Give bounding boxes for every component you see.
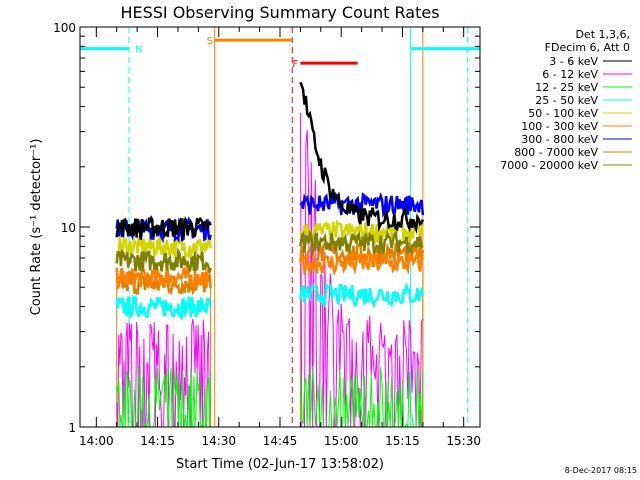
legend-label: 300 - 800 keV — [521, 133, 598, 146]
series-line — [299, 250, 425, 277]
interval-label: N — [135, 45, 142, 56]
series-line — [299, 229, 424, 257]
chart-title: HESSI Observing Summary Count Rates — [120, 3, 439, 22]
y-axis-label: Count Rate (s⁻¹ detector⁻¹) — [29, 139, 44, 316]
y-tick-label: 100 — [53, 21, 76, 35]
series-line — [299, 280, 425, 309]
x-tick-label: 14:30 — [201, 434, 236, 448]
chart-marks: N S F — [79, 27, 480, 429]
x-tick-label: 14:45 — [263, 434, 298, 448]
x-tick-label: 15:00 — [324, 434, 359, 448]
x-axis-label: Start Time (02-Jun-17 13:58:02) — [176, 457, 384, 472]
y-tick-label: 1 — [68, 421, 76, 435]
x-tick-label: 15:15 — [385, 434, 420, 448]
x-tick-label: 15:30 — [446, 434, 481, 448]
legend-label: 25 - 50 keV — [535, 94, 598, 107]
footer-timestamp: 8-Dec-2017 08:15 — [565, 466, 637, 475]
legend-label: 6 - 12 keV — [542, 68, 598, 81]
legend-label: 800 - 7000 keV — [514, 146, 598, 159]
series-line — [115, 247, 212, 275]
interval-label: F — [292, 59, 298, 70]
series-line — [115, 293, 212, 321]
legend-label: 12 - 25 keV — [535, 81, 598, 94]
x-tick-label: 14:15 — [140, 434, 175, 448]
legend-label: 100 - 300 keV — [521, 120, 598, 133]
x-tick-label: 14:00 — [79, 434, 114, 448]
legend-label: 7000 - 20000 keV — [500, 159, 598, 172]
series-line — [299, 81, 425, 235]
legend-label: 50 - 100 keV — [528, 107, 598, 120]
legend-header-line-1: Det 1,3,6, — [575, 28, 630, 41]
interval-label: S — [207, 36, 213, 47]
legend-header-line-2: FDecim 6, Att 0 — [545, 41, 630, 54]
series-line — [115, 215, 212, 242]
legend-label: 3 - 6 keV — [549, 55, 598, 68]
y-tick-label: 10 — [61, 221, 76, 235]
axes: 1 10 100 14:00 14:15 14:30 14:45 15:00 15:15 15:3… — [53, 21, 481, 448]
